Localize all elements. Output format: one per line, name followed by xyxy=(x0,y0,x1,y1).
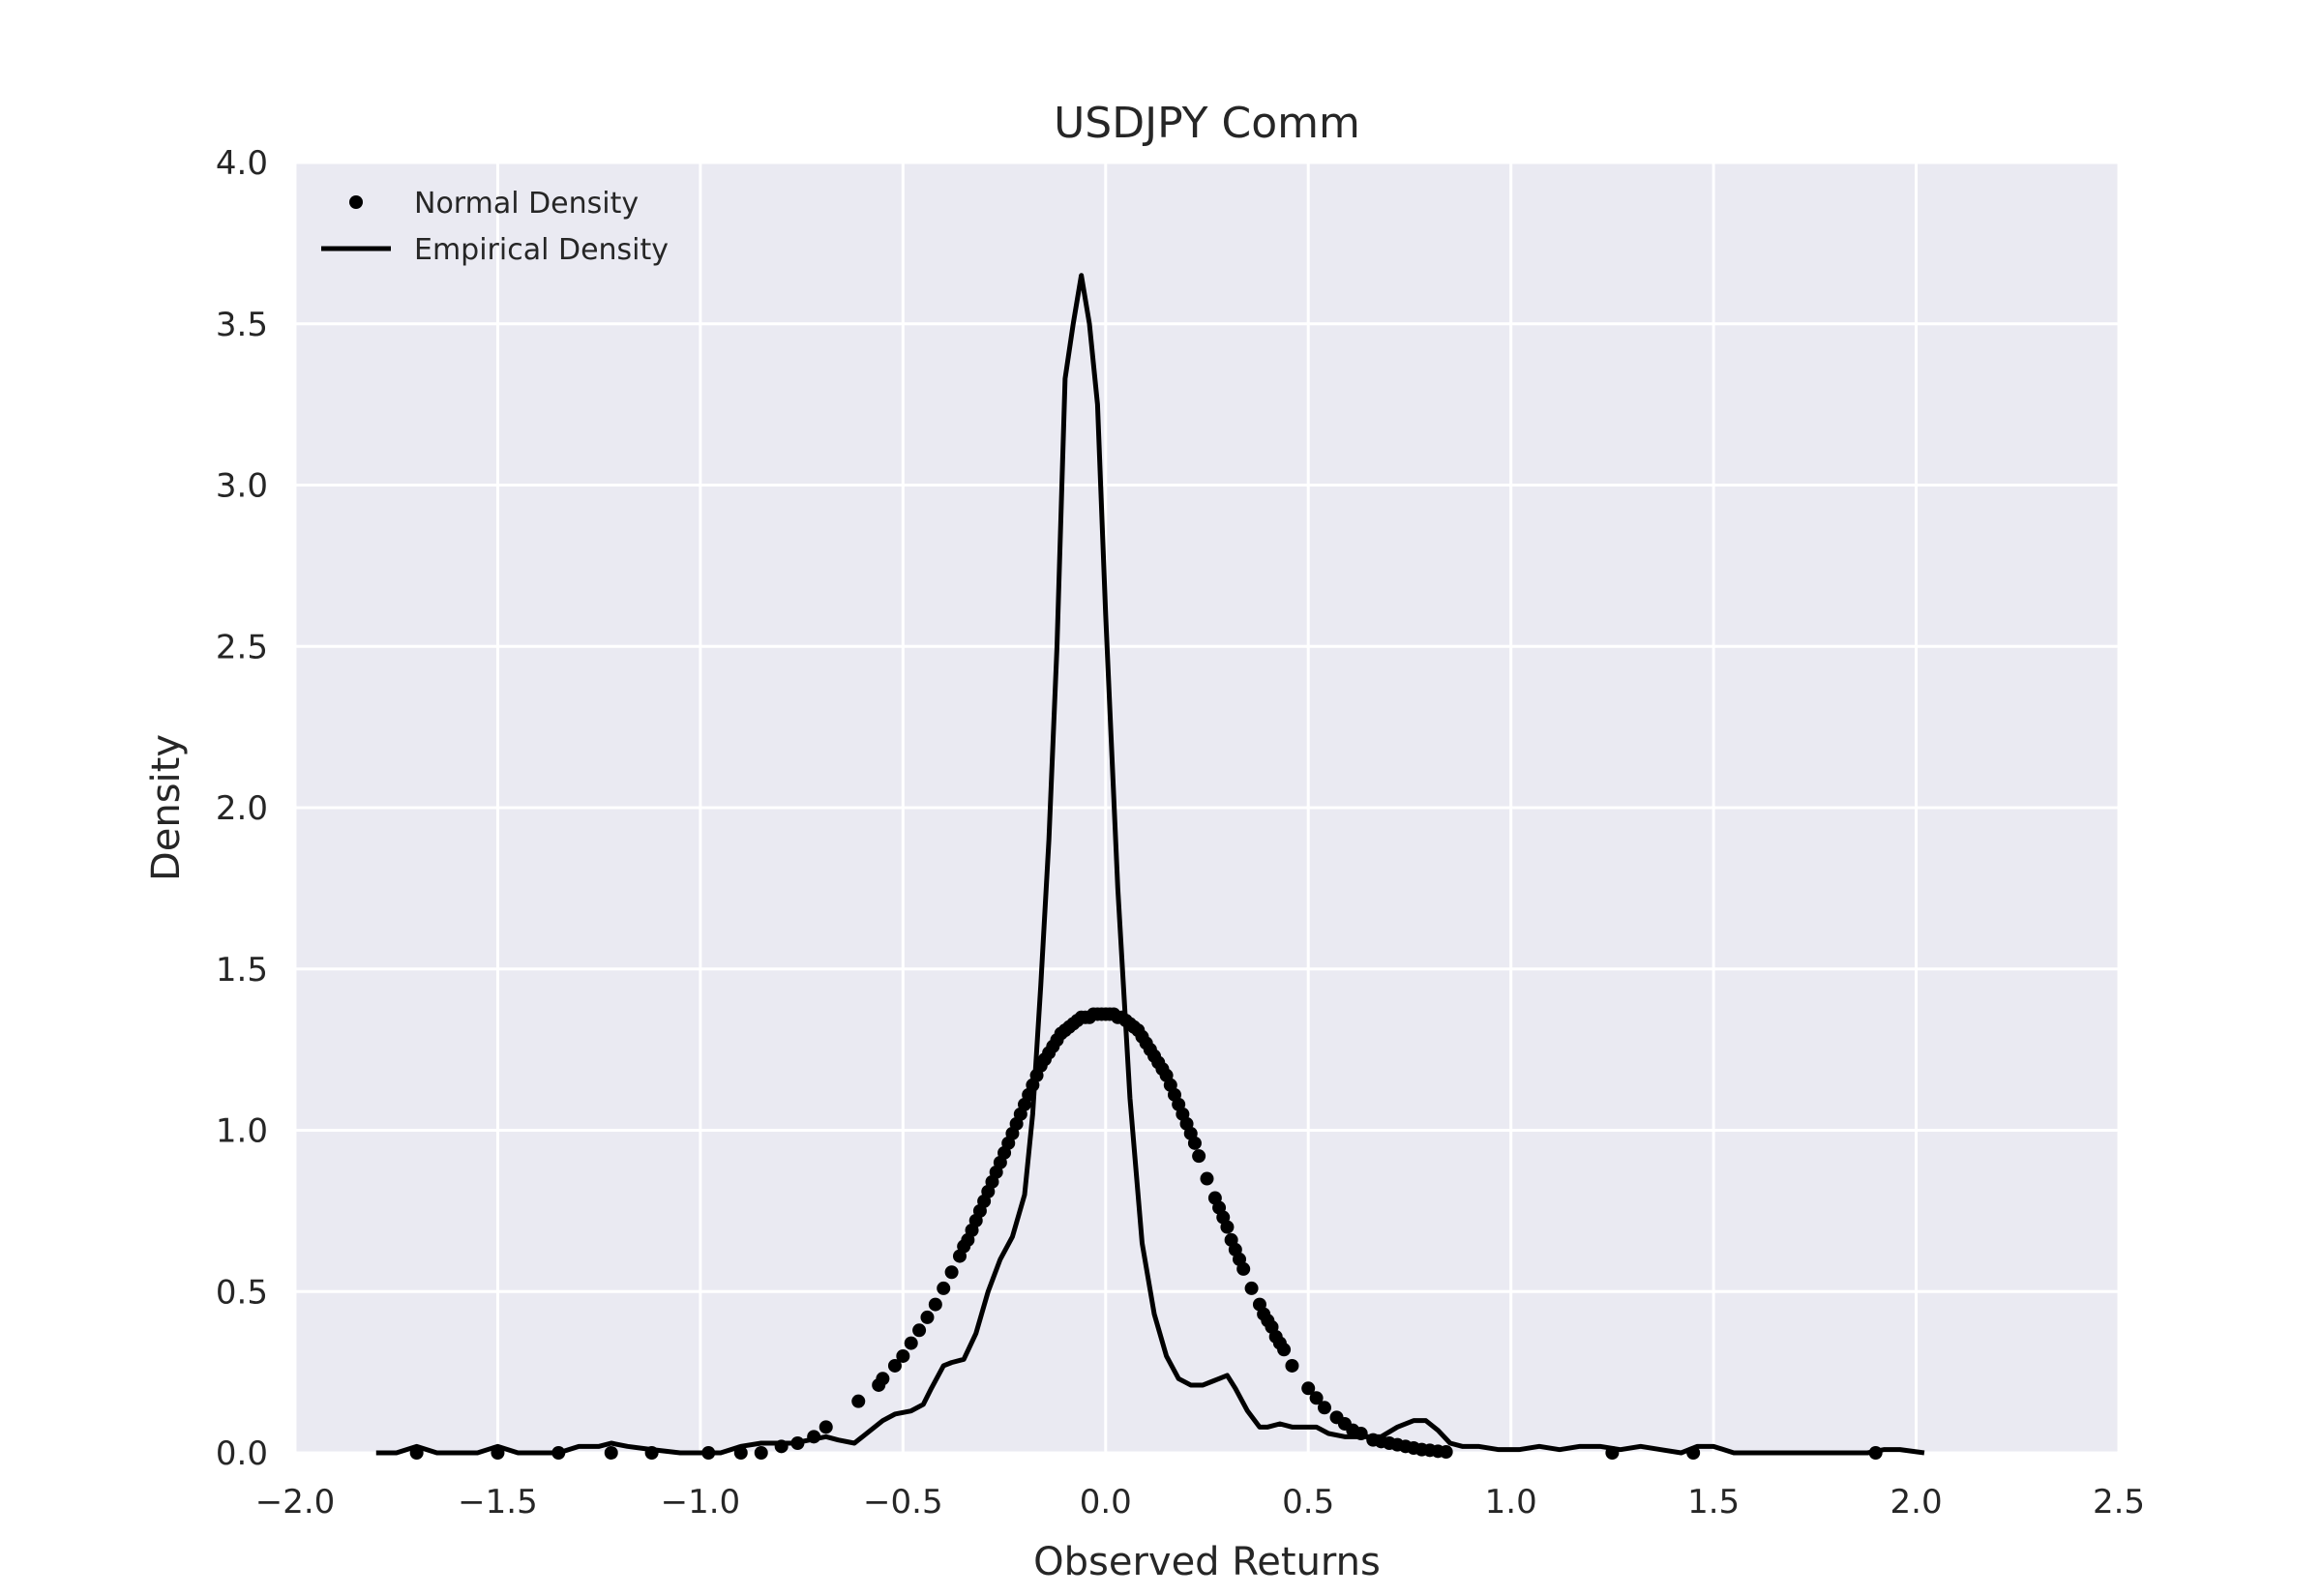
normal-density-point xyxy=(928,1297,942,1312)
legend-label-empirical-density: Empirical Density xyxy=(414,233,669,267)
normal-density-point xyxy=(754,1446,768,1460)
normal-density-point xyxy=(937,1281,951,1295)
y-axis-title: Density xyxy=(144,734,189,881)
legend-marker-normal-density xyxy=(349,195,363,209)
normal-density-point xyxy=(1244,1281,1259,1295)
legend: Normal Density Empirical Density xyxy=(321,187,669,267)
y-tick-label: 2.5 xyxy=(216,628,268,666)
x-tick-label: 1.5 xyxy=(1687,1483,1740,1522)
normal-density-point xyxy=(912,1323,927,1338)
normal-density-point xyxy=(774,1439,789,1454)
y-tick-label: 4.0 xyxy=(216,144,268,183)
normal-density-series xyxy=(409,1007,1883,1460)
x-tick-label: 1.0 xyxy=(1485,1483,1537,1522)
normal-density-point xyxy=(1192,1149,1206,1164)
x-tick-label: 0.5 xyxy=(1282,1483,1334,1522)
normal-density-point xyxy=(1686,1446,1701,1460)
normal-density-point xyxy=(1277,1343,1292,1357)
normal-density-point xyxy=(876,1372,890,1386)
normal-density-point xyxy=(1301,1381,1316,1396)
normal-density-point xyxy=(1285,1358,1299,1373)
normal-density-point xyxy=(1439,1444,1453,1459)
normal-density-point xyxy=(1200,1171,1214,1186)
normal-density-point xyxy=(491,1446,505,1460)
y-tick-label: 1.5 xyxy=(216,951,268,990)
normal-density-point xyxy=(790,1435,805,1450)
x-axis-ticks: −2.0 −1.5 −1.0 −0.5 0.0 0.5 1.0 1.5 2.0 2.5 xyxy=(255,1483,2145,1522)
normal-density-point xyxy=(851,1394,866,1408)
normal-density-point xyxy=(807,1430,821,1444)
normal-density-point xyxy=(1220,1220,1235,1234)
normal-density-point xyxy=(409,1446,424,1460)
x-tick-label: 2.0 xyxy=(1890,1483,1943,1522)
normal-density-point xyxy=(604,1446,618,1460)
y-tick-label: 3.0 xyxy=(216,467,268,506)
x-axis-title: Observed Returns xyxy=(1033,1540,1381,1584)
y-axis-ticks: 0.0 0.5 1.0 1.5 2.0 2.5 3.0 3.5 4.0 xyxy=(216,144,268,1473)
x-tick-label: −1.5 xyxy=(458,1483,538,1522)
y-tick-label: 0.0 xyxy=(216,1434,268,1473)
y-tick-label: 0.5 xyxy=(216,1273,268,1312)
normal-density-point xyxy=(1309,1391,1324,1405)
x-tick-label: −1.0 xyxy=(661,1483,741,1522)
normal-density-point xyxy=(733,1446,748,1460)
x-tick-label: 0.0 xyxy=(1080,1483,1132,1522)
normal-density-point xyxy=(920,1310,935,1324)
normal-density-point xyxy=(1868,1446,1883,1460)
normal-density-point xyxy=(896,1348,910,1363)
normal-density-point xyxy=(944,1265,959,1280)
x-tick-label: −0.5 xyxy=(863,1483,943,1522)
normal-density-point xyxy=(701,1446,716,1460)
normal-density-point xyxy=(1236,1261,1251,1276)
normal-density-point xyxy=(1354,1426,1368,1440)
normal-density-point xyxy=(1317,1401,1331,1415)
y-tick-label: 1.0 xyxy=(216,1112,268,1151)
y-tick-label: 2.0 xyxy=(216,789,268,828)
normal-density-point xyxy=(644,1446,659,1460)
x-tick-label: −2.0 xyxy=(255,1483,336,1522)
normal-density-point xyxy=(1187,1136,1202,1150)
y-tick-label: 3.5 xyxy=(216,306,268,344)
chart-title: USDJPY Comm xyxy=(1054,99,1360,148)
legend-label-normal-density: Normal Density xyxy=(414,187,639,221)
normal-density-point xyxy=(551,1446,566,1460)
normal-density-point xyxy=(1605,1446,1620,1460)
normal-density-point xyxy=(904,1336,918,1350)
x-tick-label: 2.5 xyxy=(2093,1483,2145,1522)
normal-density-point xyxy=(887,1358,902,1373)
normal-density-point xyxy=(819,1420,833,1434)
